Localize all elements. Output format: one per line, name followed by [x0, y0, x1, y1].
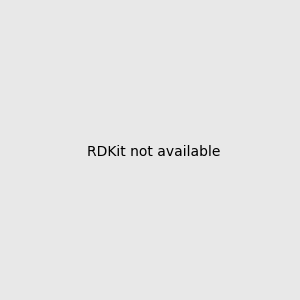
Text: RDKit not available: RDKit not available — [87, 145, 220, 158]
